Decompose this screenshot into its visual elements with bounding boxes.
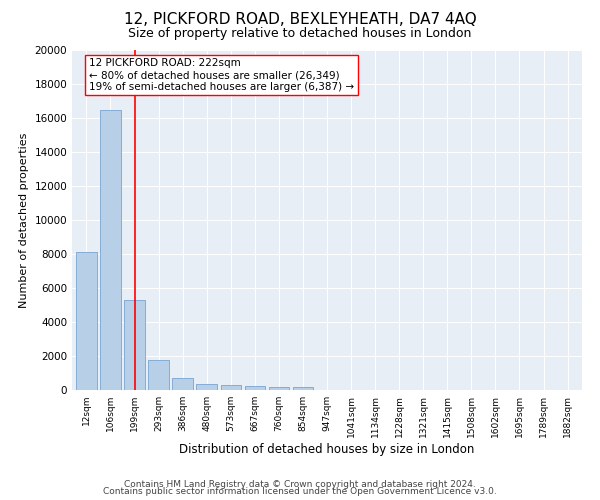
Text: Contains HM Land Registry data © Crown copyright and database right 2024.: Contains HM Land Registry data © Crown c… — [124, 480, 476, 489]
Text: Contains public sector information licensed under the Open Government Licence v3: Contains public sector information licen… — [103, 487, 497, 496]
Bar — [269, 387, 289, 390]
Bar — [245, 386, 265, 390]
Bar — [124, 300, 145, 390]
Text: 12, PICKFORD ROAD, BEXLEYHEATH, DA7 4AQ: 12, PICKFORD ROAD, BEXLEYHEATH, DA7 4AQ — [124, 12, 476, 28]
Bar — [293, 386, 313, 390]
Bar — [172, 378, 193, 390]
Bar — [148, 360, 169, 390]
Bar — [196, 384, 217, 390]
Text: 12 PICKFORD ROAD: 222sqm
← 80% of detached houses are smaller (26,349)
19% of se: 12 PICKFORD ROAD: 222sqm ← 80% of detach… — [89, 58, 354, 92]
Bar — [100, 110, 121, 390]
Y-axis label: Number of detached properties: Number of detached properties — [19, 132, 29, 308]
Bar — [76, 252, 97, 390]
Text: Size of property relative to detached houses in London: Size of property relative to detached ho… — [128, 28, 472, 40]
X-axis label: Distribution of detached houses by size in London: Distribution of detached houses by size … — [179, 442, 475, 456]
Bar — [221, 386, 241, 390]
